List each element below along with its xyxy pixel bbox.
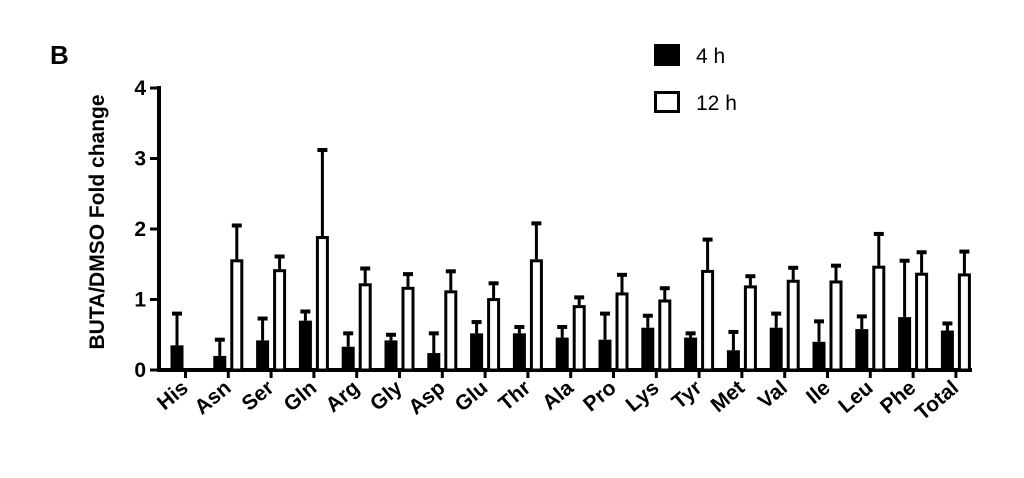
x-tick-label: Met (707, 376, 749, 417)
bar-12h (615, 292, 629, 372)
bar-12h (487, 298, 501, 372)
bar-4h (427, 353, 441, 370)
x-tick-label: Val (754, 376, 792, 413)
legend-swatch-4h (654, 44, 680, 66)
legend-swatch-12h (654, 91, 680, 113)
bar-4h (940, 330, 954, 370)
x-tick-label: Pro (579, 376, 621, 416)
x-tick-label: Asn (190, 376, 235, 419)
x-tick-label: Gly (366, 376, 407, 416)
bar-12h (829, 280, 843, 372)
bar-12h (529, 259, 543, 372)
x-tick-label: Asp (404, 376, 449, 419)
bars-group (170, 148, 971, 372)
bar-4h (769, 327, 783, 370)
bar-4h (384, 340, 398, 370)
bar-12h (701, 269, 715, 372)
bar-12h (273, 269, 287, 372)
legend-label: 12 h (696, 92, 737, 115)
x-tick-label: Tyr (668, 376, 707, 414)
y-tick-label: 1 (134, 289, 146, 312)
bar-12h (358, 283, 372, 372)
bar-12h (915, 272, 929, 372)
x-tick-label: Leu (834, 376, 877, 418)
legend-label: 4 h (696, 45, 725, 68)
bar-12h (572, 305, 586, 372)
bar-12h (315, 236, 329, 372)
bar-12h (658, 299, 672, 372)
bar-12h (230, 259, 244, 372)
y-tick-label: 4 (134, 77, 146, 100)
x-tick-label: Ala (538, 376, 578, 415)
x-tick-label: Total (911, 376, 963, 425)
bar-4h (684, 337, 698, 370)
bar-4h (256, 340, 270, 370)
y-tick-label: 3 (134, 148, 146, 171)
x-tick-label: Thr (494, 376, 535, 415)
y-tick-label: 0 (134, 359, 146, 382)
x-tick-label: Ile (802, 376, 835, 409)
x-tick-label: Ser (238, 376, 279, 415)
x-tick-label: Phe (876, 376, 920, 418)
bar-4h (641, 327, 655, 370)
bar-12h (957, 273, 971, 372)
bar-4h (598, 339, 612, 370)
bar-4h (298, 320, 312, 370)
bar-4h (512, 333, 526, 370)
x-tick-label: Lys (622, 376, 664, 416)
bar-4h (898, 317, 912, 370)
bar-12h (786, 279, 800, 372)
panel-label: B (50, 40, 69, 70)
x-tick-label: Arg (321, 376, 363, 417)
x-tick-label: His (153, 376, 193, 415)
bar-12h (743, 285, 757, 372)
bar-4h (470, 333, 484, 370)
legend: 4 h 12 h (654, 44, 737, 115)
bar-4h (812, 341, 826, 370)
y-axis-label: BUTA/DMSO Fold change (86, 94, 109, 349)
bar-4h (726, 350, 740, 370)
x-tick-label: Glu (451, 376, 493, 416)
x-tick-label: Gln (280, 376, 322, 416)
axes: 0 1 2 3 4 (134, 77, 972, 382)
bar-12h (872, 265, 886, 372)
bar-4h (213, 355, 227, 370)
bar-4h (341, 346, 355, 370)
bar-12h (401, 286, 415, 372)
bar-4h (855, 329, 869, 370)
bar-4h (555, 337, 569, 370)
bar-12h (444, 290, 458, 372)
bar-4h (170, 345, 184, 370)
y-tick-label: 2 (134, 218, 146, 241)
